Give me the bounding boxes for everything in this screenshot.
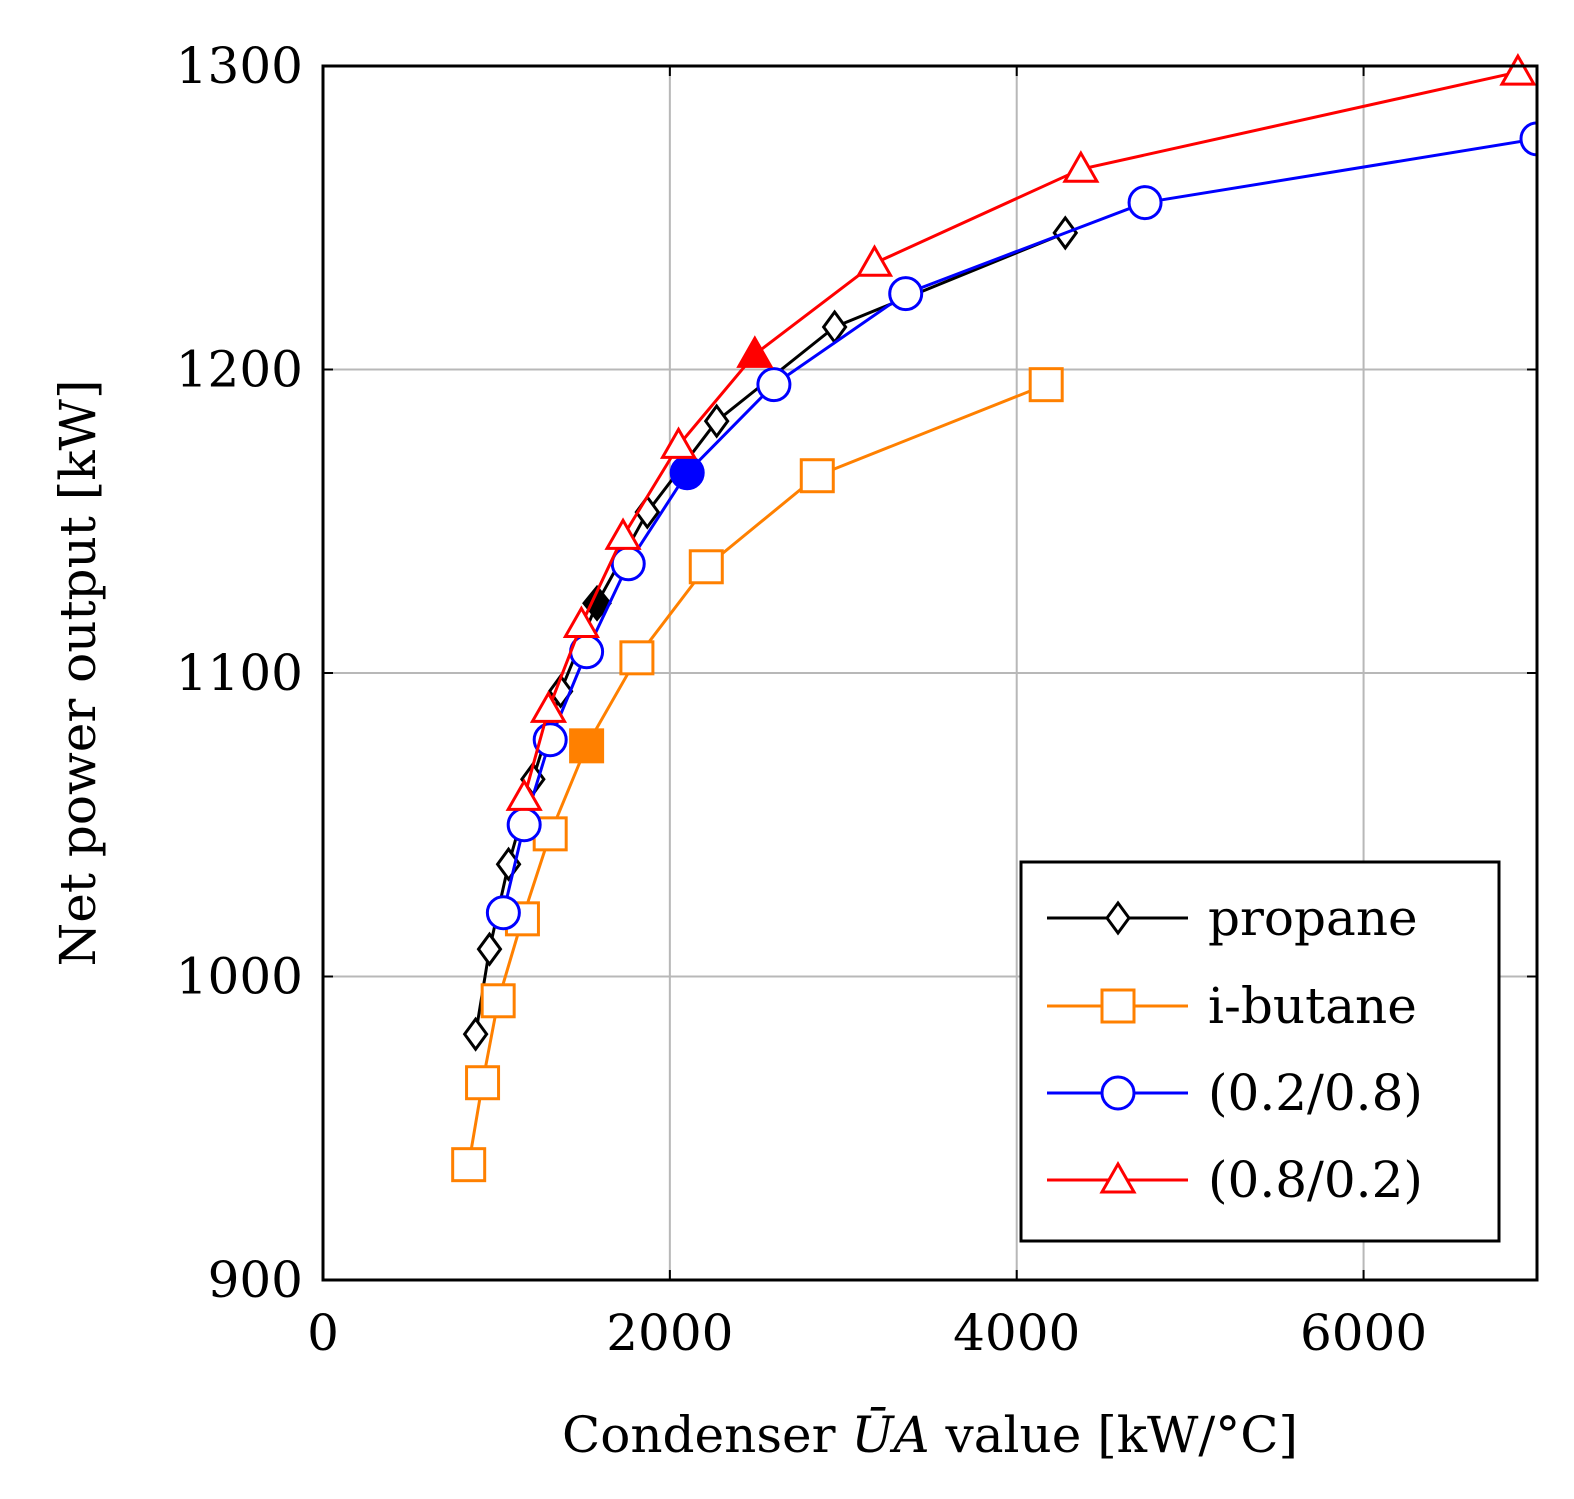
highlight-point-propane xyxy=(582,584,612,622)
data-point-0-2-0-8 xyxy=(1519,121,1537,157)
data-point-0-8-0-2 xyxy=(604,517,642,550)
x-tick-label: 6000 xyxy=(1300,1304,1427,1362)
series-line-0-8-0-2 xyxy=(522,70,1519,798)
data-point-0-8-0-2 xyxy=(505,778,543,811)
data-point-i-butane xyxy=(619,640,655,676)
plot-area xyxy=(451,53,1537,1183)
series-line-i-butane xyxy=(467,383,1047,1165)
data-point-i-butane xyxy=(465,1065,501,1101)
data-point-0-2-0-8 xyxy=(756,367,792,403)
y-tick-label: 1300 xyxy=(176,37,303,95)
data-point-0-2-0-8 xyxy=(1127,185,1163,221)
data-point-0-2-0-8 xyxy=(888,276,924,312)
data-point-0-2-0-8 xyxy=(506,807,542,843)
data-point-i-butane xyxy=(480,983,516,1019)
data-point-i-butane xyxy=(688,549,724,585)
series-i-butane xyxy=(451,367,1064,1183)
data-point-0-2-0-8 xyxy=(485,895,521,931)
legend: propane i-butane (0.2/0.8) (0.8/0.2) xyxy=(1019,860,1501,1243)
legend-label: (0.8/0.2) xyxy=(1208,1151,1423,1209)
data-point-0-8-0-2 xyxy=(659,426,698,459)
legend-marker-0-8-0-2 xyxy=(1099,1160,1137,1194)
x-tick-label: 4000 xyxy=(953,1304,1080,1362)
series-line-0-2-0-8 xyxy=(501,137,1537,914)
y-tick-label: 1100 xyxy=(176,644,303,702)
legend-label: i-butane xyxy=(1208,977,1417,1035)
legend-marker-i-butane xyxy=(1100,988,1136,1024)
highlight-point-i-butane xyxy=(569,728,605,764)
legend-marker-0-2-0-8 xyxy=(1100,1075,1136,1111)
data-point-0-8-0-2 xyxy=(855,244,894,277)
legend-entry-0-8-0-2: (0.8/0.2) xyxy=(1047,1151,1423,1209)
y-tick-label: 1200 xyxy=(176,341,303,399)
legend-entry-propane: propane xyxy=(1047,889,1418,947)
y-axis-title: Net power output [kW] xyxy=(49,380,107,967)
series-line-propane xyxy=(474,231,1066,1035)
data-point-i-butane xyxy=(451,1147,487,1183)
data-point-0-8-0-2 xyxy=(562,605,600,638)
y-tick-label: 1000 xyxy=(176,948,303,1006)
x-tick-label: 0 xyxy=(307,1304,339,1362)
data-point-propane xyxy=(462,1016,489,1052)
data-point-propane xyxy=(703,403,730,439)
y-tick-label: 900 xyxy=(208,1251,303,1309)
x-tick-label: 2000 xyxy=(606,1304,733,1362)
data-point-0-8-0-2 xyxy=(1499,53,1537,86)
series-0-2-0-8 xyxy=(485,121,1537,931)
legend-entry-0-2-0-8: (0.2/0.8) xyxy=(1047,1064,1423,1122)
legend-label: (0.2/0.8) xyxy=(1208,1064,1423,1122)
data-point-i-butane xyxy=(1028,367,1064,403)
data-point-propane xyxy=(476,931,503,967)
series-0-8-0-2 xyxy=(505,53,1537,811)
legend-label: propane xyxy=(1208,889,1418,947)
data-point-0-8-0-2 xyxy=(529,690,568,723)
legend-marker-propane xyxy=(1105,900,1131,936)
data-point-0-8-0-2 xyxy=(1062,150,1100,183)
data-point-i-butane xyxy=(799,458,835,494)
legend-entry-i-butane: i-butane xyxy=(1047,977,1417,1035)
highlight-point-0-2-0-8 xyxy=(669,455,705,491)
x-axis-title: Condenser ŪA value [kW/°C] xyxy=(562,1406,1298,1464)
axis-ticks: 0 2000 4000 6000 900 1000 1100 1200 1300 xyxy=(176,37,1537,1362)
grid xyxy=(323,66,1537,1280)
legend-box xyxy=(1019,860,1501,1243)
highlight-point-0-8-0-2 xyxy=(736,335,774,368)
